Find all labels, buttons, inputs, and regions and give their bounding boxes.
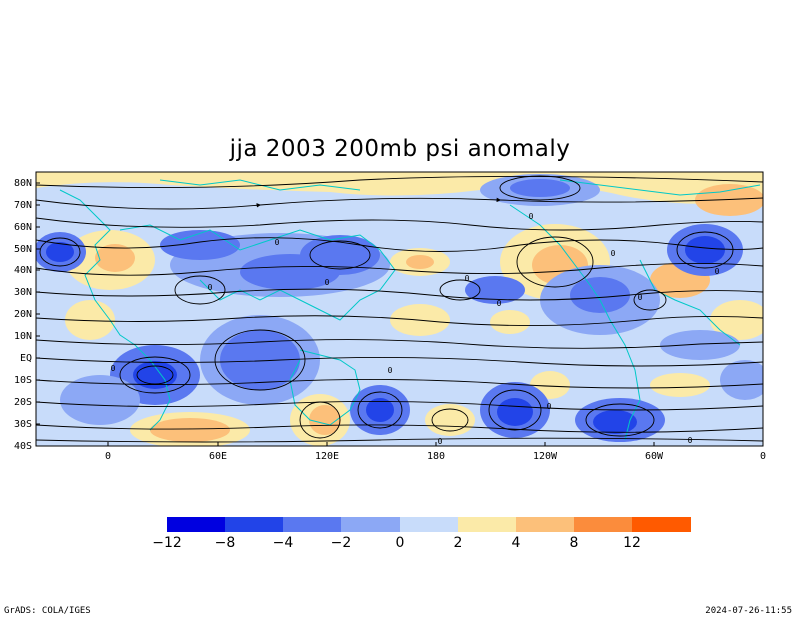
contour-label: 0 <box>111 364 116 373</box>
colorbar-swatch <box>341 517 400 532</box>
contour-label: 0 <box>438 437 443 446</box>
colorbar-swatch <box>400 517 458 532</box>
map-title: jja 2003 200mb psi anomaly <box>229 136 571 162</box>
footer-timestamp: 2024-07-26-11:55 <box>705 606 792 616</box>
lat-label: 60N <box>13 222 32 233</box>
lon-label: 60W <box>644 451 664 462</box>
contour-label: 0 <box>325 278 330 287</box>
colorbar-label: 8 <box>569 535 579 551</box>
streamlines <box>36 175 763 443</box>
axis-ticks <box>36 182 655 446</box>
colorbar-swatch <box>283 517 341 532</box>
colorbar-label: −12 <box>152 535 182 551</box>
colorbar-swatch <box>632 517 691 532</box>
lat-label: 40S <box>13 441 32 452</box>
colorbar-swatch <box>225 517 283 532</box>
lon-label: 0 <box>104 451 112 462</box>
lon-label: 0 <box>759 451 767 462</box>
lat-label: 50N <box>13 244 32 255</box>
contour-label: 0 <box>547 402 552 411</box>
lat-label: 10S <box>13 375 32 386</box>
lat-label: 10N <box>13 331 32 342</box>
lat-label: 20N <box>13 309 32 320</box>
lat-label: 20S <box>13 397 32 408</box>
lat-label: EQ <box>19 353 32 364</box>
footer-credit: GrADS: COLA/IGES <box>4 606 91 616</box>
lon-label: 120W <box>532 451 558 462</box>
lat-label: 40N <box>13 265 32 276</box>
contour-label: 0 <box>529 212 534 221</box>
colorbar-swatch <box>167 517 225 532</box>
colorbar-swatch <box>574 517 632 532</box>
lat-label: 70N <box>13 200 32 211</box>
colorbar-label: 0 <box>395 535 405 551</box>
colorbar-label: −8 <box>214 535 236 551</box>
colorbar-label: 2 <box>453 535 463 551</box>
contour-label: 0 <box>465 274 470 283</box>
colorbar-swatch <box>458 517 516 532</box>
lat-label: 30N <box>13 287 32 298</box>
contour-label: 0 <box>611 249 616 258</box>
contour-label: 0 <box>208 283 213 292</box>
lat-label: 30S <box>13 419 32 430</box>
colorbar-swatch <box>516 517 574 532</box>
contour-label: 0 <box>388 366 393 375</box>
contour-label: 0 <box>688 436 693 445</box>
lat-label: 80N <box>13 178 32 189</box>
lon-label: 180 <box>426 451 446 462</box>
map-frame <box>35 171 764 447</box>
colorbar-label: −2 <box>330 535 352 551</box>
colorbar-label: 4 <box>511 535 521 551</box>
lon-label: 60E <box>208 451 228 462</box>
lon-label: 120E <box>314 451 340 462</box>
contour-label: 0 <box>497 299 502 308</box>
contour-labels: 0 0 0 0 0 0 0 0 0 0 0 0 0 0 <box>111 212 720 446</box>
map-plot-area: 0 0 0 0 0 0 0 0 0 0 0 0 0 0 <box>36 172 763 446</box>
contour-label: 0 <box>638 293 643 302</box>
contour-label: 0 <box>275 238 280 247</box>
colorbar-label: −4 <box>272 535 294 551</box>
colorbar-label: 12 <box>623 535 641 551</box>
contour-label: 0 <box>715 267 720 276</box>
